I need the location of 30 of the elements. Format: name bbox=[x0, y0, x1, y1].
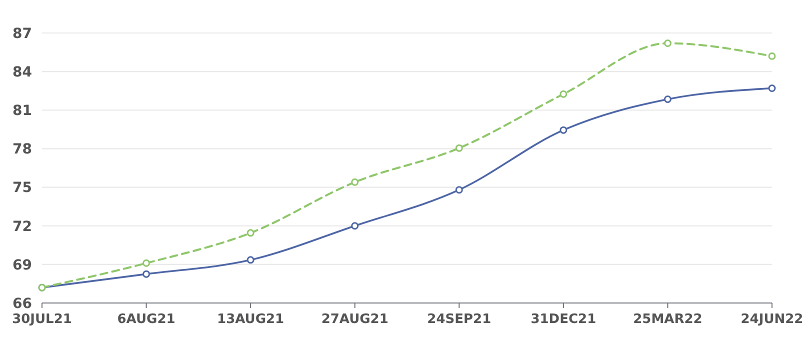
y-tick-label: 72 bbox=[12, 218, 32, 235]
point bbox=[351, 178, 359, 186]
x-tick-label: 6AUG21 bbox=[117, 312, 176, 327]
y-tick-label: 69 bbox=[12, 257, 32, 274]
y-tick-label: 66 bbox=[12, 296, 32, 312]
x-tick-label: 25MAR22 bbox=[633, 312, 702, 327]
point bbox=[664, 40, 672, 48]
point bbox=[142, 270, 150, 278]
point bbox=[142, 259, 150, 267]
x-tick-label: 24JUN22 bbox=[740, 312, 804, 327]
point bbox=[768, 84, 776, 92]
point bbox=[455, 186, 463, 194]
x-tick-label: 30JUL21 bbox=[12, 312, 72, 327]
point bbox=[455, 144, 463, 152]
y-tick-label: 84 bbox=[12, 64, 32, 80]
x-tick-label: 31DEC21 bbox=[530, 312, 596, 327]
point bbox=[246, 229, 254, 237]
point bbox=[560, 90, 568, 98]
point bbox=[664, 95, 672, 103]
point bbox=[560, 126, 568, 134]
x-tick-label: 13AUG21 bbox=[217, 312, 284, 327]
y-tick-label: 75 bbox=[12, 180, 32, 196]
x-tick-label: 24SEP21 bbox=[427, 312, 492, 327]
x-tick-label: 27AUG21 bbox=[321, 312, 388, 327]
y-tick-label: 81 bbox=[12, 103, 32, 120]
y-tick-label: 87 bbox=[12, 26, 32, 42]
y-tick-label: 78 bbox=[12, 142, 32, 158]
point bbox=[351, 222, 359, 230]
point bbox=[768, 52, 776, 60]
point bbox=[246, 256, 254, 264]
